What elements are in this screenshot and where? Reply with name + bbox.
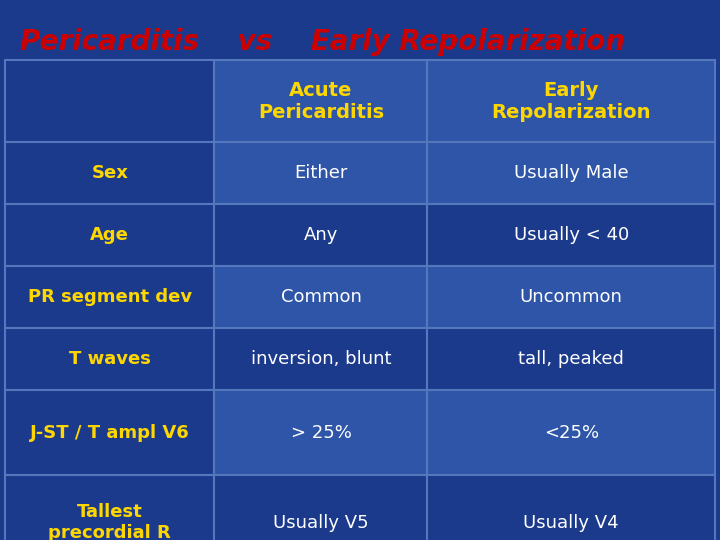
Bar xyxy=(5,475,215,540)
Bar xyxy=(215,390,428,475)
Text: Sex: Sex xyxy=(91,164,128,182)
Bar xyxy=(215,204,428,266)
Text: Early
Repolarization: Early Repolarization xyxy=(492,80,651,122)
Text: Tallest
precordial R: Tallest precordial R xyxy=(48,503,171,540)
Text: <25%: <25% xyxy=(544,423,599,442)
Text: Usually V4: Usually V4 xyxy=(523,514,619,531)
Text: tall, peaked: tall, peaked xyxy=(518,350,624,368)
Bar xyxy=(428,390,715,475)
Bar xyxy=(428,475,715,540)
Bar xyxy=(428,328,715,390)
Text: inversion, blunt: inversion, blunt xyxy=(251,350,391,368)
Text: Common: Common xyxy=(281,288,361,306)
Text: Pericarditis    vs    Early Repolarization: Pericarditis vs Early Repolarization xyxy=(20,28,625,56)
Bar xyxy=(428,266,715,328)
Text: PR segment dev: PR segment dev xyxy=(27,288,192,306)
Text: J-ST / T ampl V6: J-ST / T ampl V6 xyxy=(30,423,189,442)
Bar xyxy=(5,328,215,390)
Text: > 25%: > 25% xyxy=(290,423,351,442)
Text: Any: Any xyxy=(304,226,338,244)
Text: Either: Either xyxy=(294,164,348,182)
Bar xyxy=(5,60,215,142)
Bar xyxy=(5,142,215,204)
Bar xyxy=(215,60,428,142)
Bar xyxy=(215,328,428,390)
Bar xyxy=(5,266,215,328)
Bar xyxy=(215,266,428,328)
Text: Usually Male: Usually Male xyxy=(514,164,629,182)
Bar xyxy=(428,204,715,266)
Text: Usually < 40: Usually < 40 xyxy=(513,226,629,244)
Text: Usually V5: Usually V5 xyxy=(273,514,369,531)
Text: Acute
Pericarditis: Acute Pericarditis xyxy=(258,80,384,122)
Text: Age: Age xyxy=(90,226,129,244)
Bar xyxy=(215,142,428,204)
Text: T waves: T waves xyxy=(69,350,150,368)
Bar xyxy=(428,142,715,204)
Text: Uncommon: Uncommon xyxy=(520,288,623,306)
Bar xyxy=(428,60,715,142)
Bar xyxy=(215,475,428,540)
Bar xyxy=(5,204,215,266)
Bar xyxy=(5,390,215,475)
